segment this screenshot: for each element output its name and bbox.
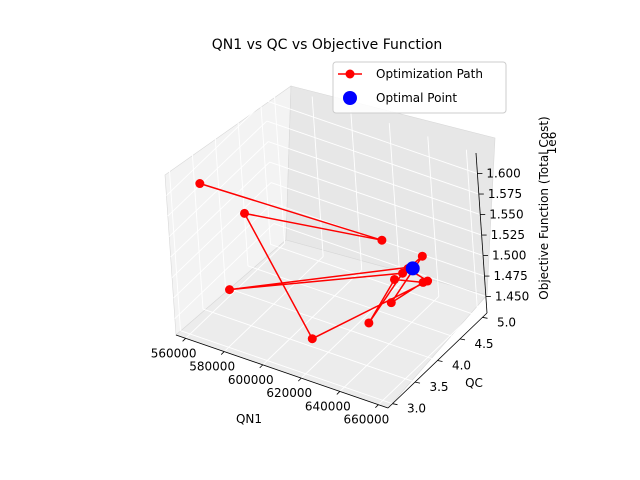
- series-0-point-12: [225, 285, 235, 295]
- series-0-point-1: [377, 235, 387, 245]
- z-axis-label: Objective Function (Total Cost): [537, 116, 551, 299]
- gridline-y-floor-0: [180, 330, 393, 405]
- x-tick-label-3: 620000: [266, 386, 312, 400]
- plot-marks: [195, 179, 433, 344]
- gridline-y-left-2: [214, 127, 226, 288]
- x-tick-label-0: 560000: [151, 346, 197, 360]
- series-0-point-3: [307, 334, 317, 344]
- series-0-point-2: [239, 208, 249, 218]
- gridline-z-back-5: [266, 120, 479, 195]
- z-tick-label-5: 1.575: [488, 187, 522, 201]
- z-tick-label-3: 1.525: [491, 228, 525, 242]
- legend-box: [332, 61, 507, 114]
- gridline-x-back-3: [388, 123, 401, 284]
- x-tick-mark-4: [336, 391, 341, 395]
- gridline-z-left-1: [173, 202, 273, 299]
- gridline-x-back-0: [273, 83, 286, 244]
- gridline-y-floor-1: [202, 308, 416, 383]
- series-1-point-0: [405, 261, 420, 276]
- series-0-point-6: [417, 251, 427, 261]
- gridline-z-back-2: [270, 182, 484, 256]
- series-0-point-0: [195, 179, 205, 189]
- z-tick-label-2: 1.500: [492, 249, 526, 263]
- legend-label-optimization-path: Optimization Path: [376, 67, 483, 81]
- series-0-point-9: [389, 274, 399, 284]
- gridline-z-left-6: [166, 100, 266, 196]
- legend-optimal-marker: [343, 91, 357, 105]
- y-axis-label: QC: [465, 376, 483, 390]
- series-0-point-7: [386, 298, 396, 308]
- x-tick-mark-0: [182, 338, 186, 342]
- z-tick-label-0: 1.450: [495, 290, 529, 304]
- y-tick-mark-4: [482, 316, 488, 319]
- y-tick-label-3: 4.5: [474, 337, 493, 351]
- x-axis-line: [175, 334, 389, 409]
- x-tick-mark-2: [259, 364, 264, 369]
- series-0-point-10: [364, 318, 374, 328]
- gridline-z-left-3: [170, 161, 270, 258]
- z-axis-offset-text: 1e6: [545, 132, 559, 155]
- gridline-x-back-5: [465, 149, 478, 310]
- gridline-y-floor-2: [225, 287, 438, 361]
- z-axis-line: [475, 152, 488, 314]
- z-tick-label-4: 1.550: [489, 208, 523, 222]
- y-tick-mark-3: [459, 338, 466, 341]
- y-tick-label-4: 5.0: [497, 315, 516, 329]
- gridline-z-left-2: [171, 182, 272, 278]
- gridline-y-floor-4: [270, 243, 483, 318]
- x-tick-mark-3: [297, 377, 302, 382]
- x-tick-label-4: 640000: [305, 399, 351, 413]
- gridline-x-back-4: [427, 136, 440, 297]
- y-tick-mark-0: [392, 403, 398, 406]
- gridline-x-back-1: [311, 96, 324, 257]
- x-tick-mark-5: [375, 404, 379, 408]
- gridline-z-back-6: [265, 100, 478, 174]
- gridline-y-left-3: [236, 105, 249, 266]
- gridline-y-left-0: [169, 170, 181, 331]
- gridline-z-back-0: [273, 223, 487, 298]
- x-tick-label-2: 600000: [228, 373, 274, 387]
- x-tick-label-1: 580000: [189, 360, 235, 374]
- y-tick-mark-1: [414, 381, 421, 384]
- gridline-z-left-5: [167, 120, 268, 217]
- y-tick-label-0: 3.0: [407, 402, 426, 416]
- series-0-point-8: [418, 277, 428, 287]
- x-tick-mark-1: [220, 351, 225, 355]
- series-0-point-11: [398, 268, 408, 278]
- x-axis-label: QN1: [236, 412, 262, 426]
- chart-title: QN1 vs QC vs Objective Function: [212, 37, 443, 53]
- gridline-z-back-3: [269, 161, 482, 236]
- legend: Optimization Path Optimal Point: [332, 61, 507, 114]
- legend-label-optimal-point: Optimal Point: [376, 91, 457, 105]
- gridline-z-left-0: [174, 223, 275, 319]
- gridline-y-floor-3: [247, 265, 461, 340]
- gridline-x-back-2: [350, 109, 363, 270]
- x-tick-label-5: 660000: [343, 413, 389, 427]
- y-tick-label-2: 4.0: [452, 359, 471, 373]
- y-tick-label-1: 3.5: [429, 380, 448, 394]
- z-tick-label-6: 1.600: [486, 167, 520, 181]
- gridline-z-back-4: [268, 141, 481, 215]
- gridline-y-left-1: [191, 149, 204, 310]
- legend-path-marker: [345, 69, 355, 79]
- y-tick-mark-2: [437, 360, 443, 362]
- z-tick-label-1: 1.475: [493, 269, 527, 283]
